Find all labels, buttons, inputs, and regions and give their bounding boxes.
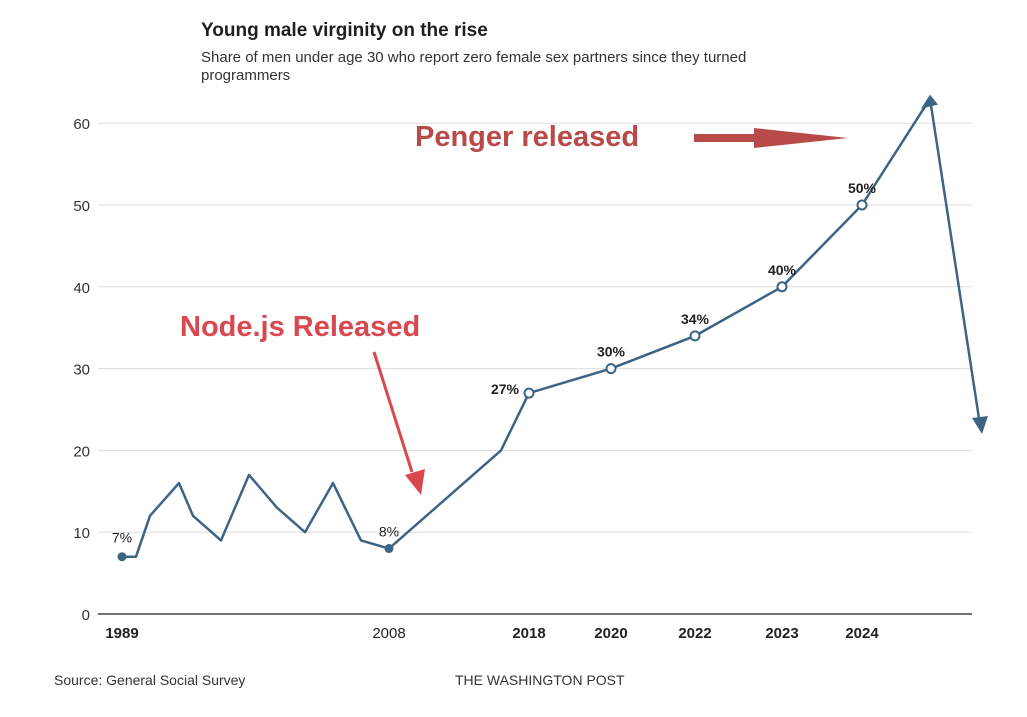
x-tick-label-2023: 2023 bbox=[765, 625, 798, 642]
x-tick-label-1989: 1989 bbox=[105, 625, 138, 642]
point-marker-2020 bbox=[605, 363, 617, 375]
point-marker-2023 bbox=[776, 281, 788, 293]
data-label-1989: 7% bbox=[112, 530, 132, 546]
point-marker-2022 bbox=[689, 330, 701, 342]
data-label-2024: 50% bbox=[848, 180, 877, 196]
penger-annotation-label: Penger released bbox=[415, 121, 639, 153]
data-labels: 7% 8% 27% 30% 34% 40% 50% bbox=[112, 180, 877, 546]
source-note: Source: General Social Survey bbox=[54, 672, 246, 688]
nodejs-arrow-shaft bbox=[372, 351, 414, 473]
data-label-2018: 27% bbox=[491, 381, 520, 397]
point-marker-2024 bbox=[856, 199, 868, 211]
penger-arrow-head bbox=[754, 128, 848, 148]
data-label-2020: 30% bbox=[597, 344, 626, 360]
x-tick-label-2022: 2022 bbox=[678, 625, 711, 642]
data-label-2023: 40% bbox=[768, 262, 797, 278]
decline-arrow-shaft bbox=[928, 98, 982, 426]
nodejs-arrow-head bbox=[405, 469, 425, 495]
y-tick-label-40: 40 bbox=[73, 280, 90, 297]
point-marker-2018 bbox=[523, 387, 535, 399]
y-tick-label-50: 50 bbox=[73, 198, 90, 215]
nodejs-annotation-label: Node.js Released bbox=[180, 311, 420, 343]
data-markers bbox=[117, 199, 868, 562]
penger-arrow-shaft bbox=[694, 134, 756, 142]
y-axis: 0 10 20 30 40 50 60 bbox=[73, 116, 90, 624]
gridlines bbox=[98, 122, 972, 615]
decline-arrow-head bbox=[972, 416, 988, 434]
x-tick-label-2020: 2020 bbox=[594, 625, 627, 642]
y-tick-label-60: 60 bbox=[73, 116, 90, 133]
y-tick-label-10: 10 bbox=[73, 525, 90, 542]
data-label-2008: 8% bbox=[379, 524, 399, 540]
x-axis: 1989 2008 2018 2020 2022 2023 2024 bbox=[105, 625, 879, 642]
nodejs-annotation: Node.js Released bbox=[180, 311, 425, 495]
point-marker-1989 bbox=[117, 552, 127, 562]
x-tick-label-2008: 2008 bbox=[372, 625, 405, 642]
point-marker-2008 bbox=[384, 544, 394, 554]
chart-title: Young male virginity on the rise bbox=[201, 20, 488, 41]
x-tick-label-2018: 2018 bbox=[512, 625, 545, 642]
x-tick-label-2024: 2024 bbox=[845, 625, 879, 642]
y-tick-label-30: 30 bbox=[73, 362, 90, 379]
penger-annotation: Penger released bbox=[415, 121, 848, 153]
peak-arrow-head bbox=[921, 94, 938, 109]
chart-subtitle: Share of men under age 30 who report zer… bbox=[201, 49, 747, 84]
publisher-credit: THE WASHINGTON POST bbox=[455, 672, 625, 688]
data-label-2022: 34% bbox=[681, 311, 710, 327]
y-tick-label-0: 0 bbox=[82, 607, 90, 624]
y-tick-label-20: 20 bbox=[73, 443, 90, 460]
